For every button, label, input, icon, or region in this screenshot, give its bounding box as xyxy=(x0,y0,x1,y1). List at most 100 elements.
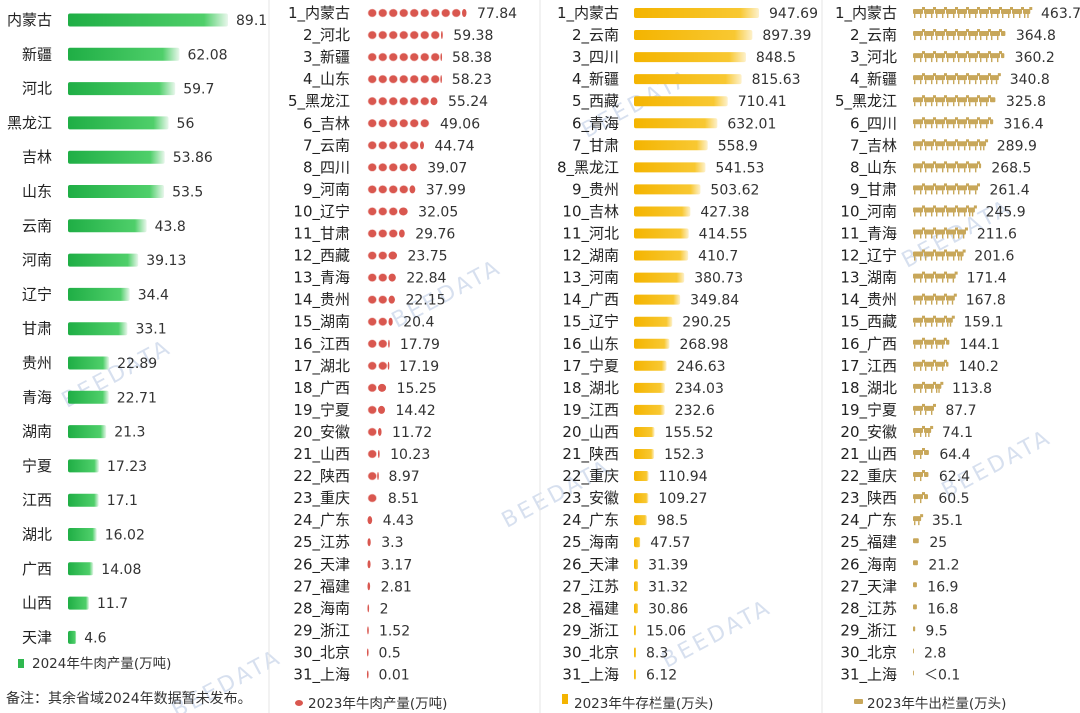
value-label: 340.8 xyxy=(1010,72,1050,88)
steak-icon xyxy=(378,74,388,84)
bar xyxy=(634,360,667,371)
value-label: ＜0.1 xyxy=(924,668,960,684)
steak-icon xyxy=(367,118,377,128)
category-label: 广西 xyxy=(22,560,52,578)
bar xyxy=(68,322,128,336)
value-label: 155.52 xyxy=(665,425,714,441)
value-label: 232.6 xyxy=(675,403,715,419)
cow-icon xyxy=(946,315,955,327)
value-label: 1.52 xyxy=(379,623,410,639)
cow-icon xyxy=(913,381,925,393)
steak-icon xyxy=(378,8,388,18)
category-label: 7_吉林 xyxy=(850,136,897,155)
cow-icon xyxy=(924,29,936,41)
legend-swatch xyxy=(18,659,24,668)
value-label: 897.39 xyxy=(762,28,811,44)
steak-icon xyxy=(399,163,409,172)
steak-icon xyxy=(378,229,388,238)
category-label: 14_贵州 xyxy=(293,291,350,310)
cow-icon xyxy=(913,604,917,610)
value-label: 14.42 xyxy=(396,403,436,419)
cow-icon xyxy=(957,205,969,217)
category-label: 24_广东 xyxy=(293,511,350,530)
cow-icon xyxy=(935,29,947,41)
category-label: 7_甘肃 xyxy=(572,136,619,155)
steak-icon xyxy=(378,52,388,62)
value-label: 710.41 xyxy=(738,94,787,110)
steak-icon xyxy=(378,118,388,128)
cow-icon xyxy=(913,514,924,526)
value-label: 8.51 xyxy=(388,491,419,507)
category-label: 28_江苏 xyxy=(840,599,897,618)
category-label: 20_安徽 xyxy=(293,423,350,442)
cow-icon xyxy=(913,648,914,654)
steak-icon xyxy=(399,52,409,62)
category-label: 26_天津 xyxy=(293,555,350,574)
category-label: 24_广东 xyxy=(840,511,897,530)
category-label: 27_福建 xyxy=(293,577,350,596)
value-label: 30.86 xyxy=(648,601,688,617)
steak-icon xyxy=(367,74,377,84)
value-label: 16.8 xyxy=(927,601,958,617)
bar xyxy=(634,404,665,415)
value-label: 62.08 xyxy=(187,47,227,63)
cow-icon xyxy=(913,337,925,349)
value-label: 21.3 xyxy=(114,425,145,441)
chart-2023-cattle-slaughter: 1_内蒙古 463.7 2_云南 364.8 3_河北 360.2 4_新疆 340.8 5_黑… xyxy=(835,4,1080,712)
value-label: 4.6 xyxy=(84,630,106,646)
cow-icon xyxy=(990,7,1002,18)
category-label: 31_上海 xyxy=(840,666,897,685)
cow-icon xyxy=(968,205,977,217)
category-label: 新疆 xyxy=(22,45,52,63)
value-label: 56 xyxy=(177,116,195,132)
value-label: 17.1 xyxy=(107,493,138,509)
category-label: 9_贵州 xyxy=(572,180,619,199)
steak-icon xyxy=(378,30,388,40)
category-label: 19_宁夏 xyxy=(840,401,897,420)
value-label: 289.9 xyxy=(997,138,1037,154)
steak-icon xyxy=(378,141,388,150)
cow-icon xyxy=(935,293,947,305)
cow-icon xyxy=(913,95,925,107)
category-label: 3_四川 xyxy=(572,48,619,67)
steak-icon xyxy=(388,339,390,348)
value-label: 31.32 xyxy=(648,579,688,595)
steak-icon xyxy=(367,582,371,591)
cow-icon xyxy=(913,560,918,566)
steak-icon xyxy=(409,96,419,106)
steak-icon xyxy=(378,207,388,216)
cow-icon xyxy=(924,381,936,393)
steak-icon xyxy=(377,472,379,481)
legend-label: 2023年牛肉产量(万吨) xyxy=(308,696,447,712)
steak-icon xyxy=(388,163,398,172)
value-label: 140.2 xyxy=(959,359,999,375)
steak-icon xyxy=(409,8,419,18)
steak-icon xyxy=(378,273,388,282)
value-label: 11.72 xyxy=(392,425,432,441)
category-label: 6_四川 xyxy=(850,114,897,133)
bar xyxy=(634,449,655,459)
bar xyxy=(68,390,109,404)
category-label: 3_河北 xyxy=(850,48,897,67)
bar xyxy=(634,338,670,349)
category-label: 15_西藏 xyxy=(840,313,897,332)
cow-icon xyxy=(913,249,925,261)
value-label: 17.79 xyxy=(400,337,440,353)
category-label: 天津 xyxy=(22,628,52,646)
cow-icon xyxy=(990,29,1002,41)
category-label: 31_上海 xyxy=(293,666,350,685)
value-label: 49.06 xyxy=(440,116,480,132)
value-label: 44.74 xyxy=(434,138,474,154)
category-label: 23_陕西 xyxy=(840,489,897,508)
value-label: 17.19 xyxy=(399,359,439,375)
steak-icon xyxy=(399,229,405,238)
cow-icon xyxy=(946,293,957,305)
steak-icon xyxy=(367,141,377,150)
cow-icon xyxy=(946,73,958,85)
bar xyxy=(634,471,649,482)
category-label: 青海 xyxy=(22,388,52,406)
bar xyxy=(68,356,110,370)
category-label: 21_山西 xyxy=(293,445,350,464)
cow-icon xyxy=(913,470,925,482)
value-label: 15.25 xyxy=(397,381,437,397)
